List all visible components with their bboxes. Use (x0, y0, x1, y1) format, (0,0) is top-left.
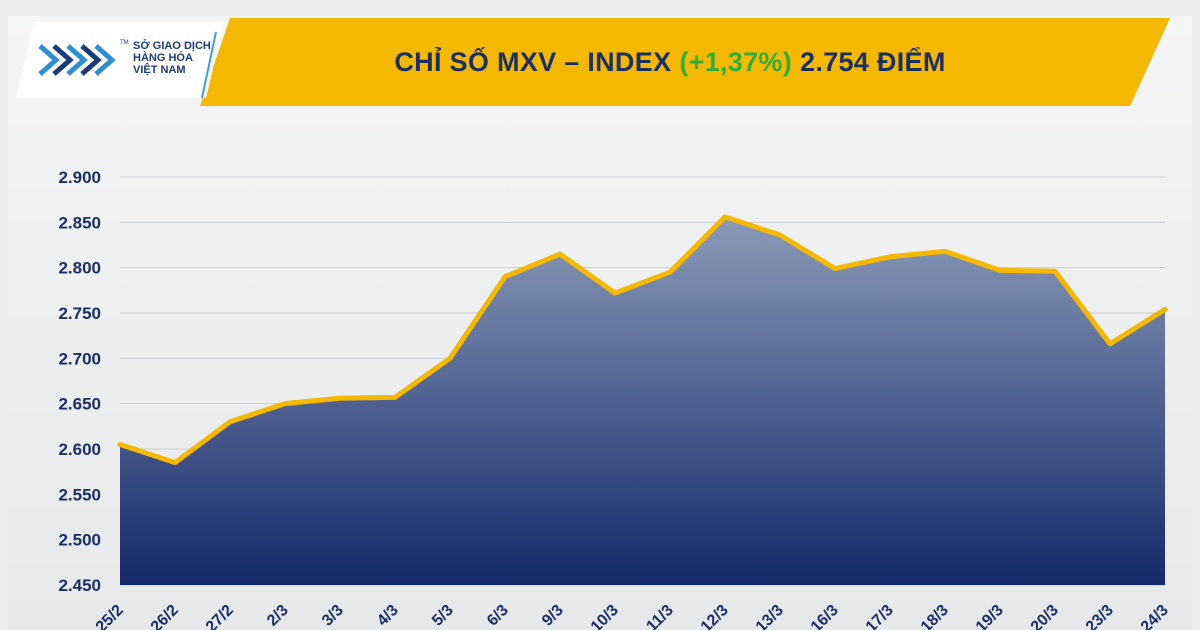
y-tick-label: 2.500 (58, 531, 101, 550)
x-tick-label: 9/3 (539, 602, 567, 630)
y-tick-label: 2.900 (58, 168, 101, 187)
data-point (1053, 269, 1057, 274)
data-point (613, 291, 617, 296)
y-tick-label: 2.650 (58, 395, 101, 414)
x-axis: 25/2 26/2 27/2 2/3 3/3 4/3 5/3 6/3 9/3 10/3 11/3 12… (93, 602, 1172, 630)
data-point (723, 214, 727, 219)
logo-line-1: SỞ GIAO DỊCH (133, 40, 211, 52)
data-point (833, 266, 837, 271)
area-layer (120, 216, 1165, 586)
x-tick-label: 20/3 (1028, 602, 1062, 630)
x-tick-label: 18/3 (918, 602, 952, 630)
data-point (1108, 341, 1112, 346)
x-tick-label: 4/3 (374, 602, 402, 630)
line-layer (117, 214, 1168, 466)
x-tick-label: 24/3 (1138, 602, 1172, 630)
data-point (503, 274, 507, 279)
y-tick-label: 2.450 (58, 576, 101, 595)
title-banner (200, 18, 1170, 106)
x-tick-label: 6/3 (484, 602, 512, 630)
data-point (668, 270, 672, 275)
x-tick-label: 26/2 (148, 602, 182, 630)
data-point (998, 268, 1002, 273)
x-tick-label: 13/3 (753, 602, 787, 630)
y-tick-label: 2.800 (58, 259, 101, 278)
x-tick-label: 25/2 (93, 602, 127, 630)
data-point (448, 356, 452, 361)
logo-line-2: HÀNG HÓA (133, 52, 193, 64)
data-point (888, 254, 892, 259)
y-tick-label: 2.850 (58, 213, 101, 232)
trademark-label: TM (120, 40, 129, 46)
x-tick-label: 23/3 (1083, 602, 1117, 630)
y-tick-label: 2.750 (58, 304, 101, 323)
x-tick-label: 27/2 (203, 602, 237, 630)
logo-text: SỞ GIAO DỊCH HÀNG HÓA VIỆT NAM (133, 40, 228, 76)
y-tick-label: 2.600 (58, 440, 101, 459)
logo-panel (16, 22, 224, 99)
series-line (117, 214, 1168, 466)
logo-line-3: VIỆT NAM (133, 64, 186, 76)
x-tick-label: 3/3 (319, 602, 347, 630)
x-tick-label: 16/3 (808, 602, 842, 630)
page-title: CHỈ SỐ MXV – INDEX (+1,37%) 2.754 ĐIỂM (200, 18, 1140, 106)
x-tick-label: 19/3 (973, 602, 1007, 630)
title-prefix: CHỈ SỐ MXV – INDEX (394, 46, 672, 77)
y-tick-label: 2.550 (58, 485, 101, 504)
data-point (118, 442, 122, 447)
data-point (283, 401, 287, 406)
data-point (943, 249, 947, 254)
x-tick-label: 2/3 (264, 602, 292, 630)
data-point (228, 419, 232, 424)
x-tick-label: 10/3 (588, 602, 622, 630)
data-point (1163, 307, 1167, 312)
data-point (393, 395, 397, 400)
data-point (778, 233, 782, 238)
y-tick-label: 2.700 (58, 349, 101, 368)
data-point (173, 460, 177, 465)
mxv-logo-icon (36, 40, 122, 85)
x-tick-label: 5/3 (429, 602, 457, 630)
title-suffix: 2.754 ĐIỂM (800, 46, 946, 77)
title-change: (+1,37%) (679, 46, 793, 77)
x-tick-label: 11/3 (643, 602, 676, 630)
area-fill (120, 216, 1165, 586)
y-axis: 2.450 2.500 2.550 2.600 2.650 2.700 2.750 2.800… (58, 168, 101, 595)
x-tick-label: 12/3 (698, 602, 732, 630)
x-tick-label: 17/3 (863, 602, 897, 630)
data-point (338, 396, 342, 401)
data-point (558, 252, 562, 257)
